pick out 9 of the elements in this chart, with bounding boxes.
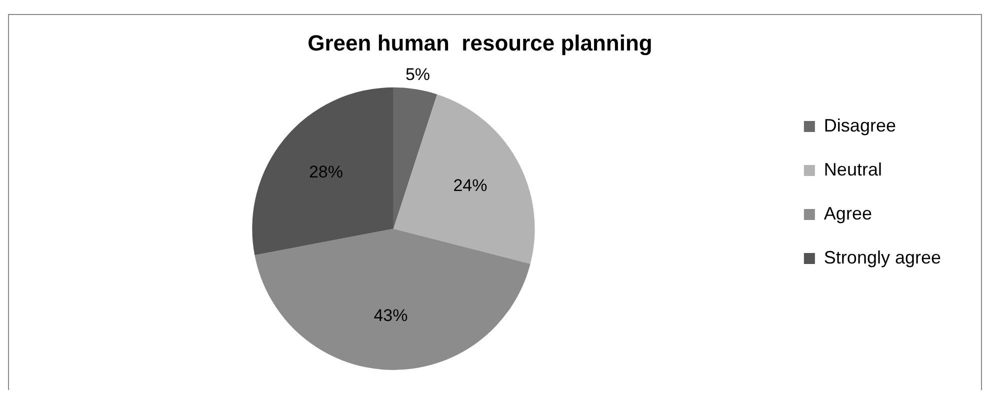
legend-label: Strongly agree	[824, 247, 942, 268]
chart-title: Green human resource planning	[308, 30, 652, 56]
legend-label: Neutral	[824, 159, 882, 180]
legend-label: Disagree	[824, 115, 896, 136]
data-label: 5%	[405, 65, 430, 84]
legend-label: Agree	[824, 203, 872, 224]
data-label: 28%	[308, 162, 343, 182]
data-label: 43%	[374, 306, 408, 325]
data-label: 24%	[453, 176, 488, 196]
